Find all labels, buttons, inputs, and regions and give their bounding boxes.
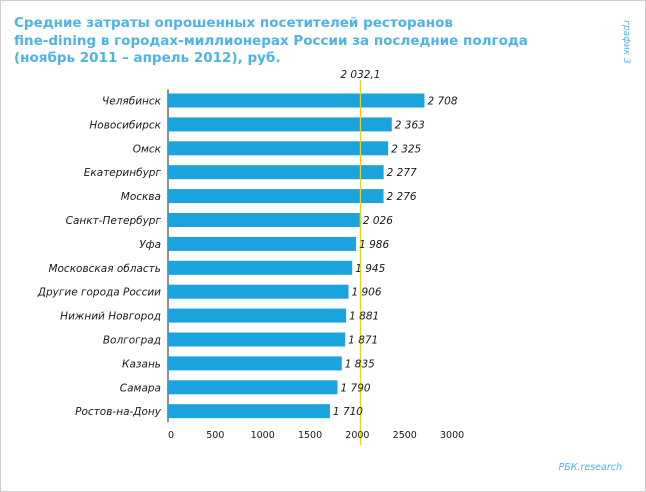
title-line-3: (ноябрь 2011 – апрель 2012), руб.	[14, 50, 281, 66]
bar-3	[168, 141, 389, 156]
x-tick-label: 500	[206, 430, 224, 441]
bar-11	[168, 332, 346, 347]
category-label: Другие города России	[37, 287, 161, 299]
category-label: Омск	[133, 143, 162, 155]
category-label: Московская область	[48, 263, 161, 275]
category-label: Москва	[121, 191, 161, 203]
average-line-label: 2 032,1	[340, 69, 380, 81]
category-label: Волгоград	[103, 335, 161, 347]
bar-13	[168, 380, 338, 395]
category-label: Уфа	[139, 239, 161, 251]
value-label: 1 710	[333, 406, 363, 418]
category-label: Казань	[122, 358, 161, 370]
value-label: 2 708	[427, 96, 457, 108]
x-tick-label: 2500	[393, 430, 417, 441]
value-label: 1 945	[355, 263, 385, 275]
bar-2	[168, 117, 392, 132]
value-label: 2 026	[363, 215, 393, 227]
bar-7	[168, 236, 357, 251]
bar-12	[168, 356, 342, 371]
bar-8	[168, 260, 353, 275]
x-tick-label: 3000	[440, 430, 464, 441]
bar-5	[168, 189, 384, 204]
category-label: Санкт-Петербург	[66, 215, 162, 227]
bar-10	[168, 308, 347, 323]
bar-1	[168, 93, 425, 108]
value-label: 2 325	[391, 143, 421, 155]
category-label: Челябинск	[102, 96, 162, 108]
bar-6	[168, 213, 360, 227]
chart-title: Средние затраты опрошенных посетителей р…	[14, 15, 594, 68]
x-tick-label: 1500	[298, 430, 322, 441]
value-label: 2 363	[395, 119, 425, 131]
value-label: 1 881	[349, 311, 379, 323]
source-label: РБК.research	[558, 462, 622, 473]
value-label: 2 276	[387, 191, 417, 203]
category-label: Новосибирск	[89, 119, 161, 131]
bar-4	[168, 165, 384, 180]
x-tick-label: 2000	[345, 430, 369, 441]
value-label: 1 906	[351, 287, 381, 299]
x-tick-label: 0	[168, 430, 174, 441]
category-label: Самара	[120, 382, 161, 394]
category-label: Екатеринбург	[84, 167, 162, 179]
value-label: 1 835	[345, 358, 375, 370]
category-label: Ростов-на-Дону	[75, 406, 162, 418]
title-line-2: fine-dining в городах-миллионерах России…	[14, 32, 528, 49]
category-label: Нижний Новгород	[60, 311, 161, 323]
value-label: 1 986	[359, 239, 389, 251]
x-tick-label: 1000	[251, 430, 275, 441]
value-label: 1 871	[348, 335, 378, 347]
value-label: 2 277	[387, 167, 417, 179]
bar-9	[168, 284, 349, 299]
bar-14	[168, 404, 330, 419]
title-line-1: Средние затраты опрошенных посетителей р…	[14, 15, 453, 31]
value-label: 1 790	[341, 382, 371, 394]
